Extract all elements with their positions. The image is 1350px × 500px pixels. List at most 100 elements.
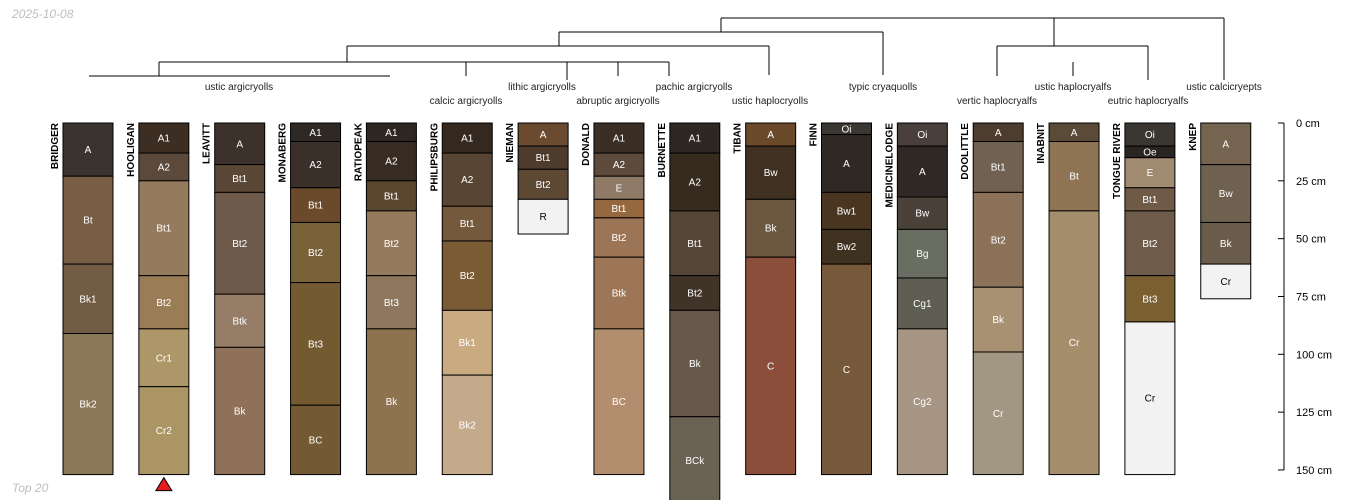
horizon-block — [593, 328, 645, 476]
taxonomy-label: pachic argicryolls — [656, 82, 733, 93]
taxonomy-label: ustic calcicryepts — [1186, 82, 1262, 93]
dendrogram-link — [346, 45, 770, 75]
axis-tick-label: 125 cm — [1296, 407, 1332, 419]
horizon-label: Bt — [83, 216, 93, 227]
horizon-block — [1124, 157, 1176, 189]
horizon-block — [214, 191, 266, 295]
horizon-block — [441, 309, 493, 376]
horizon-label: A2 — [385, 157, 398, 168]
horizon-label: Bw2 — [837, 242, 857, 253]
horizon-label: Oi — [917, 130, 927, 141]
horizon-block — [1200, 263, 1252, 300]
profile-name: PHILIPSBURG — [429, 123, 440, 192]
horizon-block — [441, 122, 493, 154]
horizon-label: Cg1 — [913, 299, 932, 310]
horizon-block — [1048, 210, 1100, 476]
horizon-label: BCk — [685, 456, 705, 467]
horizon-label: C — [767, 361, 774, 372]
horizon-label: Cr — [1145, 394, 1156, 405]
horizon-label: Bk — [1220, 239, 1233, 250]
horizon-block — [441, 374, 493, 476]
axis-tick-label: 50 cm — [1296, 234, 1326, 246]
taxonomy-label: lithic argicryolls — [508, 82, 576, 93]
horizon-label: Bt2 — [232, 239, 247, 250]
horizon-label: E — [1147, 168, 1154, 179]
taxonomy-label: calcic argicryolls — [430, 96, 503, 107]
profile-name: INABNIT — [1036, 123, 1047, 164]
subset-label: Top 20 — [12, 481, 49, 495]
horizon-label: A — [843, 159, 850, 170]
horizon-label: A — [1222, 139, 1229, 150]
horizon-label: Bg — [916, 249, 928, 260]
horizon-block — [593, 122, 645, 154]
profile-name: TIBAN — [733, 123, 744, 154]
profile-name: LEAVITT — [202, 123, 213, 164]
horizon-block — [62, 332, 114, 476]
horizon-label: Bt1 — [1142, 195, 1157, 206]
horizon-block — [972, 141, 1024, 193]
horizon-block — [821, 191, 872, 230]
horizon-block — [290, 282, 342, 406]
horizon-label: A1 — [309, 128, 322, 139]
horizon-block — [669, 210, 721, 277]
horizon-block — [214, 164, 266, 193]
horizon-label: Bk — [234, 406, 247, 417]
date-label: 2025-10-08 — [11, 7, 74, 21]
horizon-block — [365, 328, 417, 476]
soil-profile: A1 A2 Bt1 Bt2 Bk1 Bk2 PHILIPSBURG — [429, 122, 493, 476]
horizon-block — [441, 152, 493, 207]
horizon-block — [214, 346, 266, 476]
horizon-block — [896, 328, 948, 476]
horizon-block — [669, 416, 721, 500]
horizon-block — [896, 145, 948, 198]
horizon-label: A — [919, 167, 926, 178]
horizon-block — [290, 221, 342, 284]
soil-profile: Oi A Bw Bg Cg1 Cg2 MEDICINELODGE — [884, 122, 948, 476]
horizon-block — [214, 122, 266, 166]
horizon-label: Cr1 — [156, 353, 173, 364]
taxonomy-label: typic cryaquolls — [849, 82, 917, 93]
horizon-label: Bt2 — [384, 239, 399, 250]
profile-name: DOOLITTLE — [960, 123, 971, 180]
soil-profile: Oi A Bw1 Bw2 C FINN — [809, 122, 872, 476]
soil-profile: A Bw Bk Cr KNEP — [1188, 122, 1252, 300]
taxonomy-label: eutric haplocryalfs — [1108, 96, 1189, 107]
horizon-block — [669, 122, 721, 154]
profile-name: FINN — [809, 123, 820, 146]
horizon-label: Bw — [1219, 189, 1234, 200]
truncation-marker — [154, 476, 173, 492]
dendrogram-link — [996, 18, 1149, 80]
horizon-label: A — [995, 128, 1002, 139]
horizon-block — [138, 386, 190, 476]
horizon-label: Bk2 — [79, 400, 97, 411]
horizon-block — [669, 275, 721, 311]
horizon-label: E — [616, 183, 623, 194]
horizon-block — [669, 152, 721, 212]
profile-name: MONABERG — [278, 123, 289, 183]
soil-profile: A1 A2 Bt1 Bt2 Bt3 Bk RATIOPEAK — [353, 122, 417, 476]
horizon-label: Cr — [1220, 277, 1231, 288]
taxonomy-label: abruptic argicryolls — [576, 96, 659, 107]
axis-tick-label: 25 cm — [1296, 176, 1326, 188]
horizon-block — [517, 168, 569, 200]
profile-name: KNEP — [1188, 123, 1199, 151]
horizon-label: A1 — [461, 134, 474, 145]
profile-name: HOOLIGAN — [126, 123, 137, 177]
horizon-label: Bt1 — [156, 224, 171, 235]
profile-name: RATIOPEAK — [353, 122, 364, 181]
horizon-label: Bk1 — [79, 294, 97, 305]
horizon-block — [1124, 275, 1176, 323]
dendrogram-link — [465, 61, 670, 76]
horizon-label: Bt3 — [308, 339, 323, 350]
horizon-label: Bt1 — [991, 162, 1006, 173]
taxonomy-labels: ustic argicryolls calcic argicryolls lit… — [205, 82, 1262, 107]
horizon-label: A1 — [158, 134, 171, 145]
horizon-block — [1200, 221, 1252, 265]
axis-tick-label: 0 cm — [1296, 118, 1320, 130]
soil-profile: A1 A2 Bt1 Bt2 Bk BCk BURNETTE — [657, 122, 721, 500]
soil-profile: A Bt1 Bt2 Btk Bk LEAVITT — [202, 122, 266, 476]
profile-name: TONGUE RIVER — [1112, 122, 1123, 199]
horizon-label: Bt2 — [308, 248, 323, 259]
horizon-label: Cr2 — [156, 426, 173, 437]
